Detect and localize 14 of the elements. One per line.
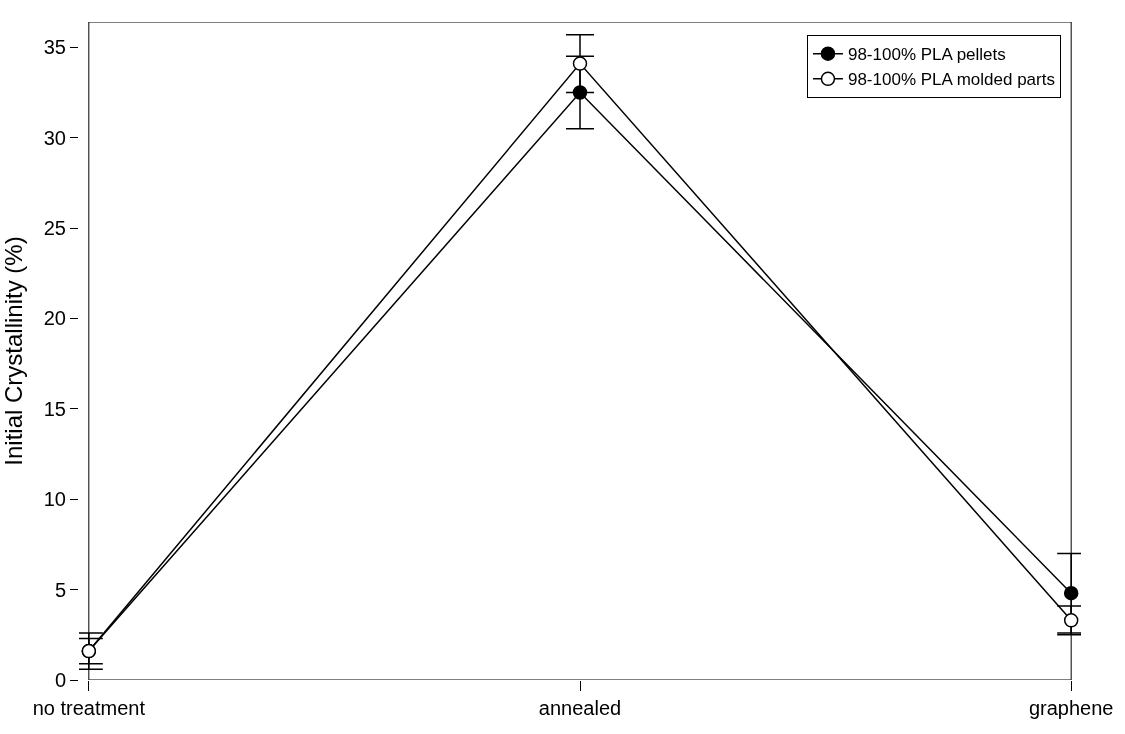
x-tick-label: graphene [1028, 697, 1114, 719]
y-tick-label: 35 [43, 36, 66, 59]
y-tick-label: 25 [43, 217, 66, 240]
y-tick-label: 0 [54, 669, 66, 691]
y-axis-title: Initial Crystallinity (%) [0, 236, 27, 466]
legend-label: 98-100% PLA pellets [847, 45, 1006, 65]
x-tick-label: annealed [538, 697, 622, 719]
y-tick-label: 15 [43, 397, 66, 420]
y-tick-label: 5 [54, 578, 66, 601]
legend-label: 98-100% PLA molded parts [847, 70, 1055, 90]
y-tick-label: 20 [43, 307, 66, 330]
y-tick-label: 30 [43, 126, 66, 149]
x-tick-label: no treatment [32, 697, 146, 719]
y-tick-label: 10 [43, 488, 66, 511]
